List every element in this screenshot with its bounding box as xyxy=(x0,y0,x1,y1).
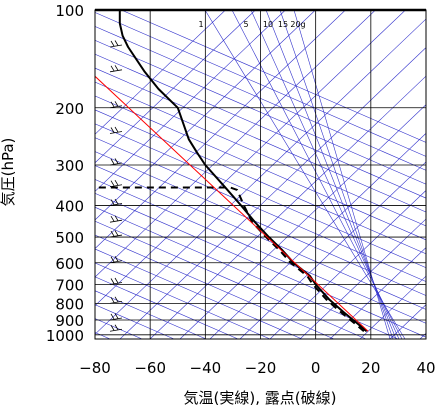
reference-line xyxy=(95,75,369,332)
isotherm-line xyxy=(95,10,316,221)
wind-barb xyxy=(109,256,123,264)
wind-barb xyxy=(109,296,123,304)
x-tick-label: −80 xyxy=(79,359,111,377)
y-tick-label: 200 xyxy=(55,100,84,118)
y-tick-label: 600 xyxy=(55,255,84,273)
adiabat-line xyxy=(95,109,426,255)
temperature-line xyxy=(118,10,368,333)
x-tick-label: −40 xyxy=(190,359,222,377)
series-layer xyxy=(95,10,369,333)
mixing-ratio-labels: 1 5 10 15 20g xyxy=(198,20,305,29)
adiabat-line xyxy=(121,10,426,143)
wind-barb xyxy=(109,230,123,238)
adiabat-line xyxy=(95,81,426,227)
mixing-ratio-label: 20g xyxy=(290,20,305,29)
dewpoint-line xyxy=(95,186,365,333)
x-axis-title: 気温(実線), 露点(破線) xyxy=(184,389,337,407)
mixing-ratio-label: 15 xyxy=(278,20,288,29)
wind-barbs xyxy=(109,10,123,332)
wind-barb xyxy=(109,215,123,223)
wind-barb xyxy=(109,313,123,321)
adiabat-line xyxy=(95,123,426,269)
adiabat-line xyxy=(95,12,426,157)
wind-barb xyxy=(109,180,123,188)
y-tick-label: 500 xyxy=(55,229,84,247)
x-tick-label: 40 xyxy=(416,359,435,377)
y-tick-label: 100 xyxy=(55,2,84,20)
adiabat-line xyxy=(95,95,426,241)
wind-barb xyxy=(109,101,123,109)
mixing-ratio-label: 10 xyxy=(263,20,273,29)
x-tick-label: 20 xyxy=(361,359,380,377)
y-tick-label: 700 xyxy=(55,277,84,295)
y-axis-title: 気圧(hPa) xyxy=(0,138,17,207)
y-tick-label: 400 xyxy=(55,198,84,216)
adiabat-line xyxy=(95,67,426,213)
wind-barb xyxy=(109,65,123,73)
y-tick-label: 800 xyxy=(55,295,84,313)
x-tick-labels: −80 −60 −40 −20 0 20 40 xyxy=(79,359,435,377)
adiabat-line xyxy=(95,53,426,199)
grid-lines xyxy=(95,10,426,339)
y-tick-label: 1000 xyxy=(46,327,84,345)
isotherm-line xyxy=(95,10,256,164)
x-tick-label: 0 xyxy=(311,359,321,377)
wind-barb xyxy=(109,198,123,206)
x-tick-label: −20 xyxy=(245,359,277,377)
wind-barb xyxy=(109,277,123,285)
mixing-ratio-label: 1 xyxy=(198,20,203,29)
x-tick-label: −60 xyxy=(134,359,166,377)
adiabat-line xyxy=(95,39,426,185)
wind-barb xyxy=(109,158,123,166)
isotherm-line xyxy=(95,10,286,192)
wind-barb xyxy=(109,126,123,134)
isotherm-line xyxy=(95,10,376,278)
y-tick-label: 900 xyxy=(55,312,84,330)
y-tick-label: 300 xyxy=(55,157,84,175)
isotherm-line xyxy=(95,10,226,135)
adiabat-line xyxy=(95,26,426,171)
mixing-ratio-label: 5 xyxy=(243,20,248,29)
adiabat-line xyxy=(95,137,426,282)
wind-barb xyxy=(109,40,123,48)
wind-barb xyxy=(109,324,123,332)
